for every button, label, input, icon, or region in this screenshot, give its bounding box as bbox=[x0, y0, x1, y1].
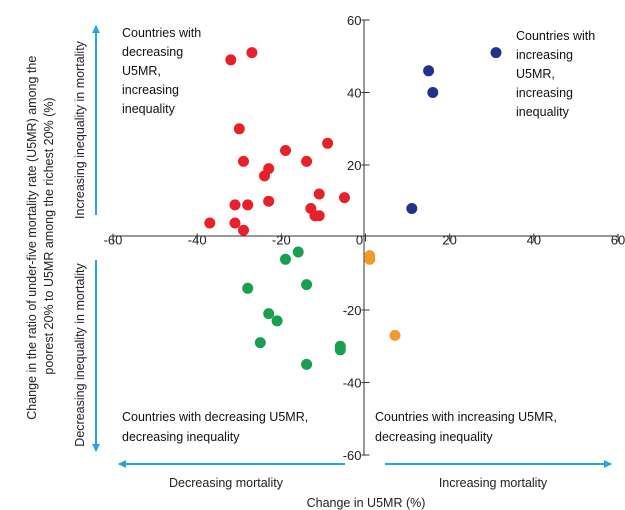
data-point bbox=[427, 87, 439, 98]
data-point bbox=[204, 217, 216, 229]
data-point bbox=[238, 155, 249, 167]
y-axis-title: Change in the ratio of under-five mortal… bbox=[25, 52, 56, 420]
y-tick-label: -20 bbox=[343, 303, 362, 318]
data-point bbox=[292, 246, 304, 258]
data-point bbox=[313, 188, 325, 200]
tick-marks bbox=[112, 19, 619, 456]
data-point bbox=[254, 337, 266, 349]
x-tick-label: -60 bbox=[104, 233, 123, 248]
y-tick-label: -40 bbox=[343, 376, 362, 391]
data-point bbox=[389, 329, 401, 341]
data-point bbox=[301, 358, 313, 370]
increasing-inequality-label: Increasing inequality in mortality bbox=[73, 40, 87, 219]
y-tick-label: -60 bbox=[343, 448, 362, 463]
data-point bbox=[322, 137, 334, 149]
tick-labels: -60 -40 -20 0 20 40 60 -60 -40 -20 20 40 60 bbox=[104, 13, 625, 463]
data-point bbox=[423, 65, 435, 77]
data-point bbox=[263, 163, 275, 175]
data-point bbox=[334, 344, 346, 356]
y-tick-label: 40 bbox=[347, 86, 361, 101]
y-tick-label: 60 bbox=[347, 13, 361, 28]
data-point bbox=[242, 282, 254, 294]
x-tick-label: -20 bbox=[272, 233, 291, 248]
data-point bbox=[229, 217, 241, 229]
data-point bbox=[301, 279, 313, 291]
quadrant-label-bottom-left: Countries with decreasing U5MR, decreasi… bbox=[122, 410, 312, 444]
y-tick-label: 20 bbox=[347, 158, 361, 173]
x-tick-label: -40 bbox=[188, 233, 207, 248]
data-point bbox=[339, 192, 350, 204]
x-tick-label: 40 bbox=[527, 233, 541, 248]
data-point bbox=[271, 315, 283, 327]
data-point bbox=[364, 253, 376, 265]
x-tick-label: 60 bbox=[611, 233, 625, 248]
data-point bbox=[242, 199, 254, 211]
quadrant-label-top-left: Countries with decreasing U5MR, increasi… bbox=[122, 26, 205, 116]
decreasing-inequality-label: Decreasing inequality in mortality bbox=[73, 263, 87, 447]
data-point bbox=[280, 253, 291, 265]
data-point bbox=[263, 195, 275, 207]
data-point bbox=[280, 145, 291, 156]
x-axis-title: Change in U5MR (%) bbox=[307, 496, 426, 510]
increasing-mortality-label: Increasing mortality bbox=[439, 476, 548, 490]
x-tick-label: 0 bbox=[356, 233, 363, 248]
data-point bbox=[229, 199, 241, 211]
data-point bbox=[406, 203, 418, 214]
data-point bbox=[301, 155, 313, 167]
decreasing-mortality-label: Decreasing mortality bbox=[169, 476, 284, 490]
data-point bbox=[263, 308, 275, 320]
quadrant-label-top-right: Countries with increasing U5MR, increasi… bbox=[516, 29, 599, 119]
data-points bbox=[204, 47, 502, 370]
data-point bbox=[233, 123, 245, 135]
x-tick-label: 20 bbox=[442, 233, 456, 248]
data-point bbox=[238, 224, 249, 236]
data-point bbox=[246, 47, 258, 59]
data-point bbox=[490, 47, 502, 59]
data-point bbox=[225, 54, 237, 66]
quadrant-label-bottom-right: Countries with increasing U5MR, decreasi… bbox=[375, 410, 561, 444]
data-point bbox=[313, 210, 325, 222]
